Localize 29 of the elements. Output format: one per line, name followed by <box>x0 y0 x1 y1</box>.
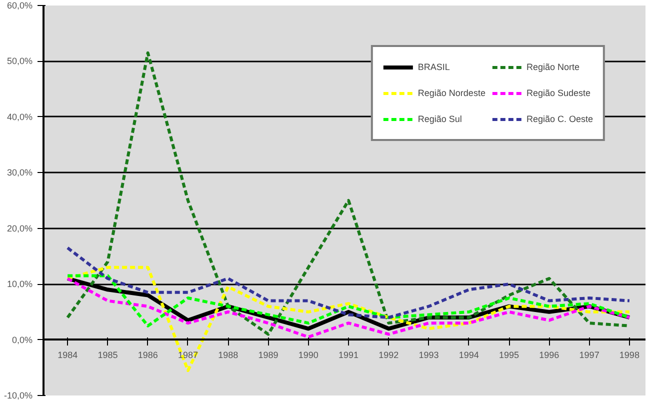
legend-label: Região Norte <box>526 62 580 72</box>
x-tick-label: 1985 <box>98 350 118 360</box>
legend-label: Região C. Oeste <box>526 114 593 124</box>
legend-label: Região Sul <box>418 114 462 124</box>
x-tick-label: 1998 <box>619 350 640 360</box>
x-tick-label: 1994 <box>458 350 479 360</box>
y-tick-label: 20,0% <box>6 223 33 234</box>
y-tick-label: -10,0% <box>4 390 33 400</box>
x-tick-label: 1989 <box>258 350 278 360</box>
x-tick-label: 1995 <box>499 350 520 360</box>
y-tick-label: 30,0% <box>6 168 33 178</box>
y-tick-label: 40,0% <box>6 112 33 122</box>
x-tick-label: 1991 <box>338 350 359 360</box>
legend-label: BRASIL <box>418 62 450 72</box>
x-tick-label: 1997 <box>579 350 600 360</box>
y-tick-label: 60,0% <box>6 0 33 10</box>
y-tick-label: 50,0% <box>6 56 33 66</box>
legend-label: Região Sudeste <box>526 88 590 98</box>
x-tick-label: 1984 <box>58 350 78 360</box>
x-tick-label: 1990 <box>298 350 318 360</box>
y-tick-label: 0,0% <box>12 334 32 345</box>
x-tick-label: 1993 <box>418 350 439 360</box>
x-tick-label: 1992 <box>378 350 399 360</box>
x-tick-label: 1986 <box>138 350 158 360</box>
x-tick-label: 1988 <box>218 350 238 360</box>
y-tick-label: 10,0% <box>6 279 33 290</box>
x-tick-label: 1996 <box>539 350 560 360</box>
line-series <box>66 246 631 319</box>
legend-label: Região Nordeste <box>418 88 486 98</box>
